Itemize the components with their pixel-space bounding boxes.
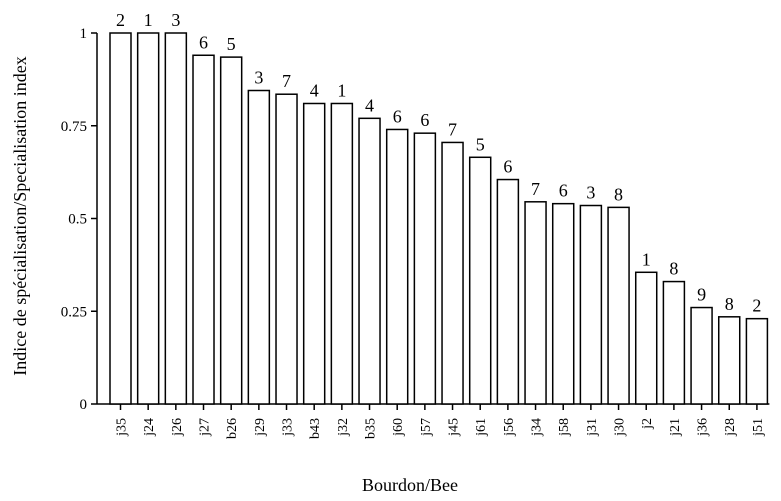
- x-tick-label: j45: [447, 418, 462, 437]
- bar: [441, 141, 464, 405]
- bar-data-label: 9: [697, 285, 706, 305]
- y-tick-label: 0: [80, 397, 88, 413]
- y-tick-label: 0.75: [61, 119, 87, 135]
- bar-data-label: 1: [642, 249, 651, 269]
- x-tick-label: j31: [585, 418, 600, 437]
- bar: [164, 32, 188, 405]
- bar-data-label: 6: [199, 32, 208, 52]
- bar-data-label: 1: [144, 10, 153, 30]
- x-tick-label: j21: [668, 418, 683, 437]
- x-tick-label: j29: [253, 418, 268, 437]
- y-tick-label: 0.25: [61, 304, 87, 320]
- bar: [247, 89, 271, 405]
- bar: [745, 317, 769, 405]
- x-tick-label: j60: [391, 418, 406, 437]
- bar: [551, 202, 575, 405]
- bar-data-label: 8: [725, 294, 734, 314]
- bar: [634, 271, 658, 405]
- bar: [413, 132, 437, 405]
- x-tick-label: j24: [142, 418, 157, 437]
- bar-data-label: 7: [531, 179, 540, 199]
- bar-data-label: 7: [448, 119, 457, 139]
- bar: [468, 156, 492, 405]
- x-tick-label: j27: [198, 418, 213, 437]
- x-tick-label: j36: [696, 418, 711, 437]
- bar: [496, 178, 520, 405]
- x-tick-label: j61: [474, 418, 489, 437]
- x-tick-label: j2: [640, 418, 655, 430]
- bar-data-label: 6: [420, 110, 429, 130]
- bar-data-label: 8: [614, 184, 623, 204]
- x-tick-label: j56: [502, 418, 517, 437]
- bar: [275, 93, 298, 405]
- bar: [302, 102, 326, 405]
- bar: [358, 117, 381, 405]
- bar: [662, 280, 686, 405]
- y-tick-label: 1: [80, 26, 88, 42]
- bar: [219, 56, 243, 405]
- bar: [192, 54, 215, 405]
- bar: [136, 32, 160, 405]
- bar: [109, 32, 132, 405]
- x-tick-label: j57: [419, 418, 434, 437]
- y-tick-label: 0.5: [68, 212, 87, 228]
- bar: [690, 306, 713, 405]
- x-tick-label: j28: [723, 418, 738, 437]
- bar-data-label: 3: [254, 68, 263, 88]
- plot-area: 00.250.50.7512j351j243j266j275b263j297j3…: [61, 10, 770, 439]
- x-tick-label: j35: [115, 418, 130, 437]
- bar-data-label: 6: [559, 181, 568, 201]
- x-tick-label: j32: [336, 418, 351, 437]
- x-tick-label: j51: [751, 418, 766, 437]
- bar-data-label: 5: [227, 34, 236, 54]
- bar-data-label: 4: [365, 95, 374, 115]
- x-tick-label: j58: [557, 418, 572, 437]
- x-tick-label: j30: [613, 418, 628, 437]
- bar-data-label: 8: [669, 259, 678, 279]
- bar-data-label: 4: [310, 80, 319, 100]
- bar-data-label: 1: [337, 80, 346, 100]
- y-axis-title: Indice de spécialisation/Specialisation …: [10, 56, 30, 375]
- bar: [717, 316, 741, 405]
- bar-data-label: 2: [116, 10, 125, 30]
- x-tick-label: j26: [170, 418, 185, 437]
- x-tick-label: b43: [308, 418, 323, 439]
- x-tick-label: j34: [530, 418, 545, 437]
- bar-data-label: 6: [503, 157, 512, 177]
- bar-data-label: 2: [752, 296, 761, 316]
- bar-data-label: 6: [393, 106, 402, 126]
- bar-data-label: 3: [586, 183, 595, 203]
- bar-data-label: 3: [171, 10, 180, 30]
- bar: [579, 204, 603, 405]
- bar-data-label: 7: [282, 71, 291, 91]
- x-tick-label: b35: [364, 418, 379, 439]
- bar: [607, 206, 630, 405]
- bar-data-label: 5: [476, 134, 485, 154]
- x-axis-title: Bourdon/Bee: [362, 475, 458, 495]
- bar: [385, 128, 409, 405]
- bar: [524, 201, 547, 405]
- bar: [330, 102, 354, 405]
- x-tick-label: b26: [225, 418, 240, 439]
- x-tick-label: j33: [281, 418, 296, 437]
